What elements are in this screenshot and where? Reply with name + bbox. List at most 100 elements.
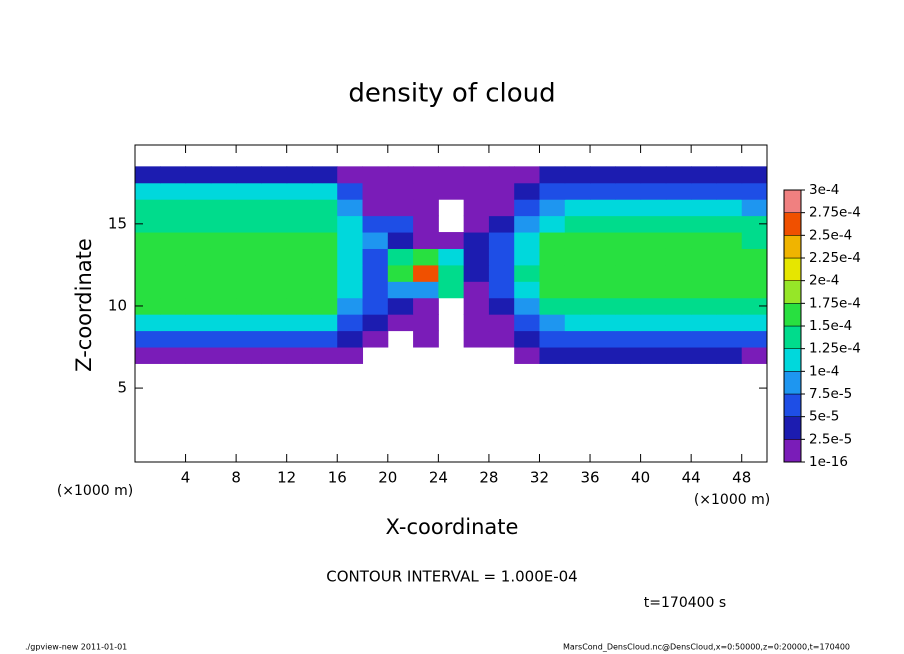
x-tick-label: 16	[328, 469, 347, 487]
contour-cell	[691, 166, 717, 184]
contour-cell	[311, 281, 338, 299]
contour-cell	[337, 347, 364, 364]
contour-cell	[210, 215, 237, 233]
contour-cell	[236, 264, 262, 282]
contour-cell	[362, 281, 389, 299]
contour-cell	[311, 166, 338, 184]
contour-cell	[716, 199, 743, 217]
contour-cell	[261, 215, 288, 233]
contour-cell	[590, 330, 616, 348]
contour-cell	[135, 330, 161, 348]
contour-cell	[716, 347, 743, 364]
contour-cell	[539, 215, 566, 233]
contour-cell	[337, 314, 364, 332]
contour-cell	[463, 182, 490, 200]
contour-cell	[311, 314, 338, 332]
contour-cell	[387, 248, 414, 266]
contour-cell	[286, 281, 313, 299]
contour-cell	[564, 347, 591, 364]
contour-cell	[236, 347, 262, 364]
contour-cell	[286, 199, 313, 217]
contour-cell	[741, 232, 768, 249]
contour-cell	[514, 199, 540, 217]
contour-cell	[691, 182, 717, 200]
contour-cell	[337, 281, 364, 299]
contour-cell	[160, 297, 187, 315]
contour-cell	[488, 314, 515, 332]
contour-cell	[286, 248, 313, 266]
contour-cell	[135, 297, 161, 315]
footer: ./gpview-new 2011-01-01	[25, 643, 127, 652]
contour-cell	[564, 297, 591, 315]
contour-cell	[615, 281, 642, 299]
contour-cell	[387, 166, 414, 184]
contour-cell	[261, 166, 288, 184]
contour-cell	[539, 166, 566, 184]
contour-cell	[337, 330, 364, 348]
contour-cell	[160, 347, 187, 364]
contour-cell	[741, 281, 768, 299]
contour-cell	[185, 248, 212, 266]
x-tick-label: 20	[378, 469, 397, 487]
contour-cell	[615, 330, 642, 348]
x-tick-label: 44	[682, 469, 701, 487]
contour-cell	[261, 199, 288, 217]
contour-cell	[311, 264, 338, 282]
contour-cell	[286, 215, 313, 233]
contour-cell	[135, 314, 161, 332]
contour-cell	[160, 182, 187, 200]
contour-cell	[539, 297, 566, 315]
colorbar-label: 7.5e-5	[809, 386, 852, 402]
contour-cell	[539, 182, 566, 200]
contour-cell	[691, 330, 717, 348]
contour-cell	[286, 314, 313, 332]
contour-cell	[514, 347, 540, 364]
contour-cell	[337, 297, 364, 315]
colorbar-label: 2.5e-5	[809, 431, 852, 447]
contour-cell	[236, 248, 262, 266]
contour-cell	[716, 232, 743, 249]
contour-cell	[665, 199, 692, 217]
contour-cell	[716, 314, 743, 332]
contour-cell	[337, 166, 364, 184]
contour-cell	[640, 264, 667, 282]
contour-cell	[311, 248, 338, 266]
colorbar-label: 1e-4	[809, 363, 839, 379]
contour-cell	[716, 182, 743, 200]
contour-cell	[160, 314, 187, 332]
chart-title: density of cloud	[348, 79, 555, 109]
contour-cell	[387, 215, 414, 233]
contour-cell	[514, 264, 540, 282]
contour-cell	[514, 248, 540, 266]
contour-cell	[564, 182, 591, 200]
contour-cell	[362, 248, 389, 266]
contour-cell	[590, 182, 616, 200]
contour-cell	[463, 232, 490, 249]
plot-frame	[134, 144, 768, 463]
contour-cell	[185, 297, 212, 315]
contour-cell	[665, 347, 692, 364]
contour-cell	[387, 182, 414, 200]
contour-cell	[716, 215, 743, 233]
contour-cell	[160, 199, 187, 217]
contour-cell	[488, 248, 515, 266]
contour-cell	[236, 330, 262, 348]
contour-cell	[691, 215, 717, 233]
contour-cell	[488, 182, 515, 200]
y-tick-label: 15	[108, 214, 127, 232]
contour-cell	[488, 166, 515, 184]
contour-cell	[261, 182, 288, 200]
contour-cell	[615, 347, 642, 364]
contour-cell	[362, 314, 389, 332]
contour-cell	[236, 199, 262, 217]
contour-cell	[640, 297, 667, 315]
contour-cell	[590, 347, 616, 364]
contour-cell	[160, 215, 187, 233]
contour-cell	[185, 182, 212, 200]
contour-cell	[463, 281, 490, 299]
contour-cell	[539, 281, 566, 299]
contour-cell	[210, 166, 237, 184]
contour-cell	[236, 166, 262, 184]
contour-cell	[286, 232, 313, 249]
x-tick-label: 32	[530, 469, 549, 487]
